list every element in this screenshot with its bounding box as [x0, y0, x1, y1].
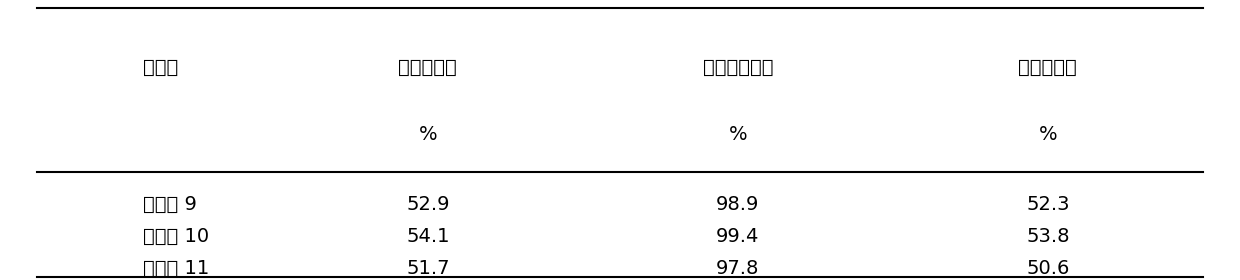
Text: 51.7: 51.7	[405, 259, 450, 278]
Text: 催化剂 9: 催化剂 9	[143, 195, 196, 214]
Text: %: %	[728, 125, 748, 144]
Text: 54.1: 54.1	[405, 227, 450, 246]
Text: 苯酚转化率: 苯酚转化率	[398, 58, 458, 77]
Text: 52.9: 52.9	[405, 195, 450, 214]
Text: 催化剂 11: 催化剂 11	[143, 259, 208, 278]
Text: %: %	[418, 125, 438, 144]
Text: 98.9: 98.9	[717, 195, 759, 214]
Text: %: %	[1038, 125, 1058, 144]
Text: 酯交换选择性: 酯交换选择性	[703, 58, 773, 77]
Text: 催化剂: 催化剂	[143, 58, 177, 77]
Text: 催化剂 10: 催化剂 10	[143, 227, 208, 246]
Text: 50.6: 50.6	[1027, 259, 1069, 278]
Text: 97.8: 97.8	[717, 259, 759, 278]
Text: 52.3: 52.3	[1025, 195, 1070, 214]
Text: 99.4: 99.4	[717, 227, 759, 246]
Text: 53.8: 53.8	[1025, 227, 1070, 246]
Text: 酯交换产率: 酯交换产率	[1018, 58, 1078, 77]
